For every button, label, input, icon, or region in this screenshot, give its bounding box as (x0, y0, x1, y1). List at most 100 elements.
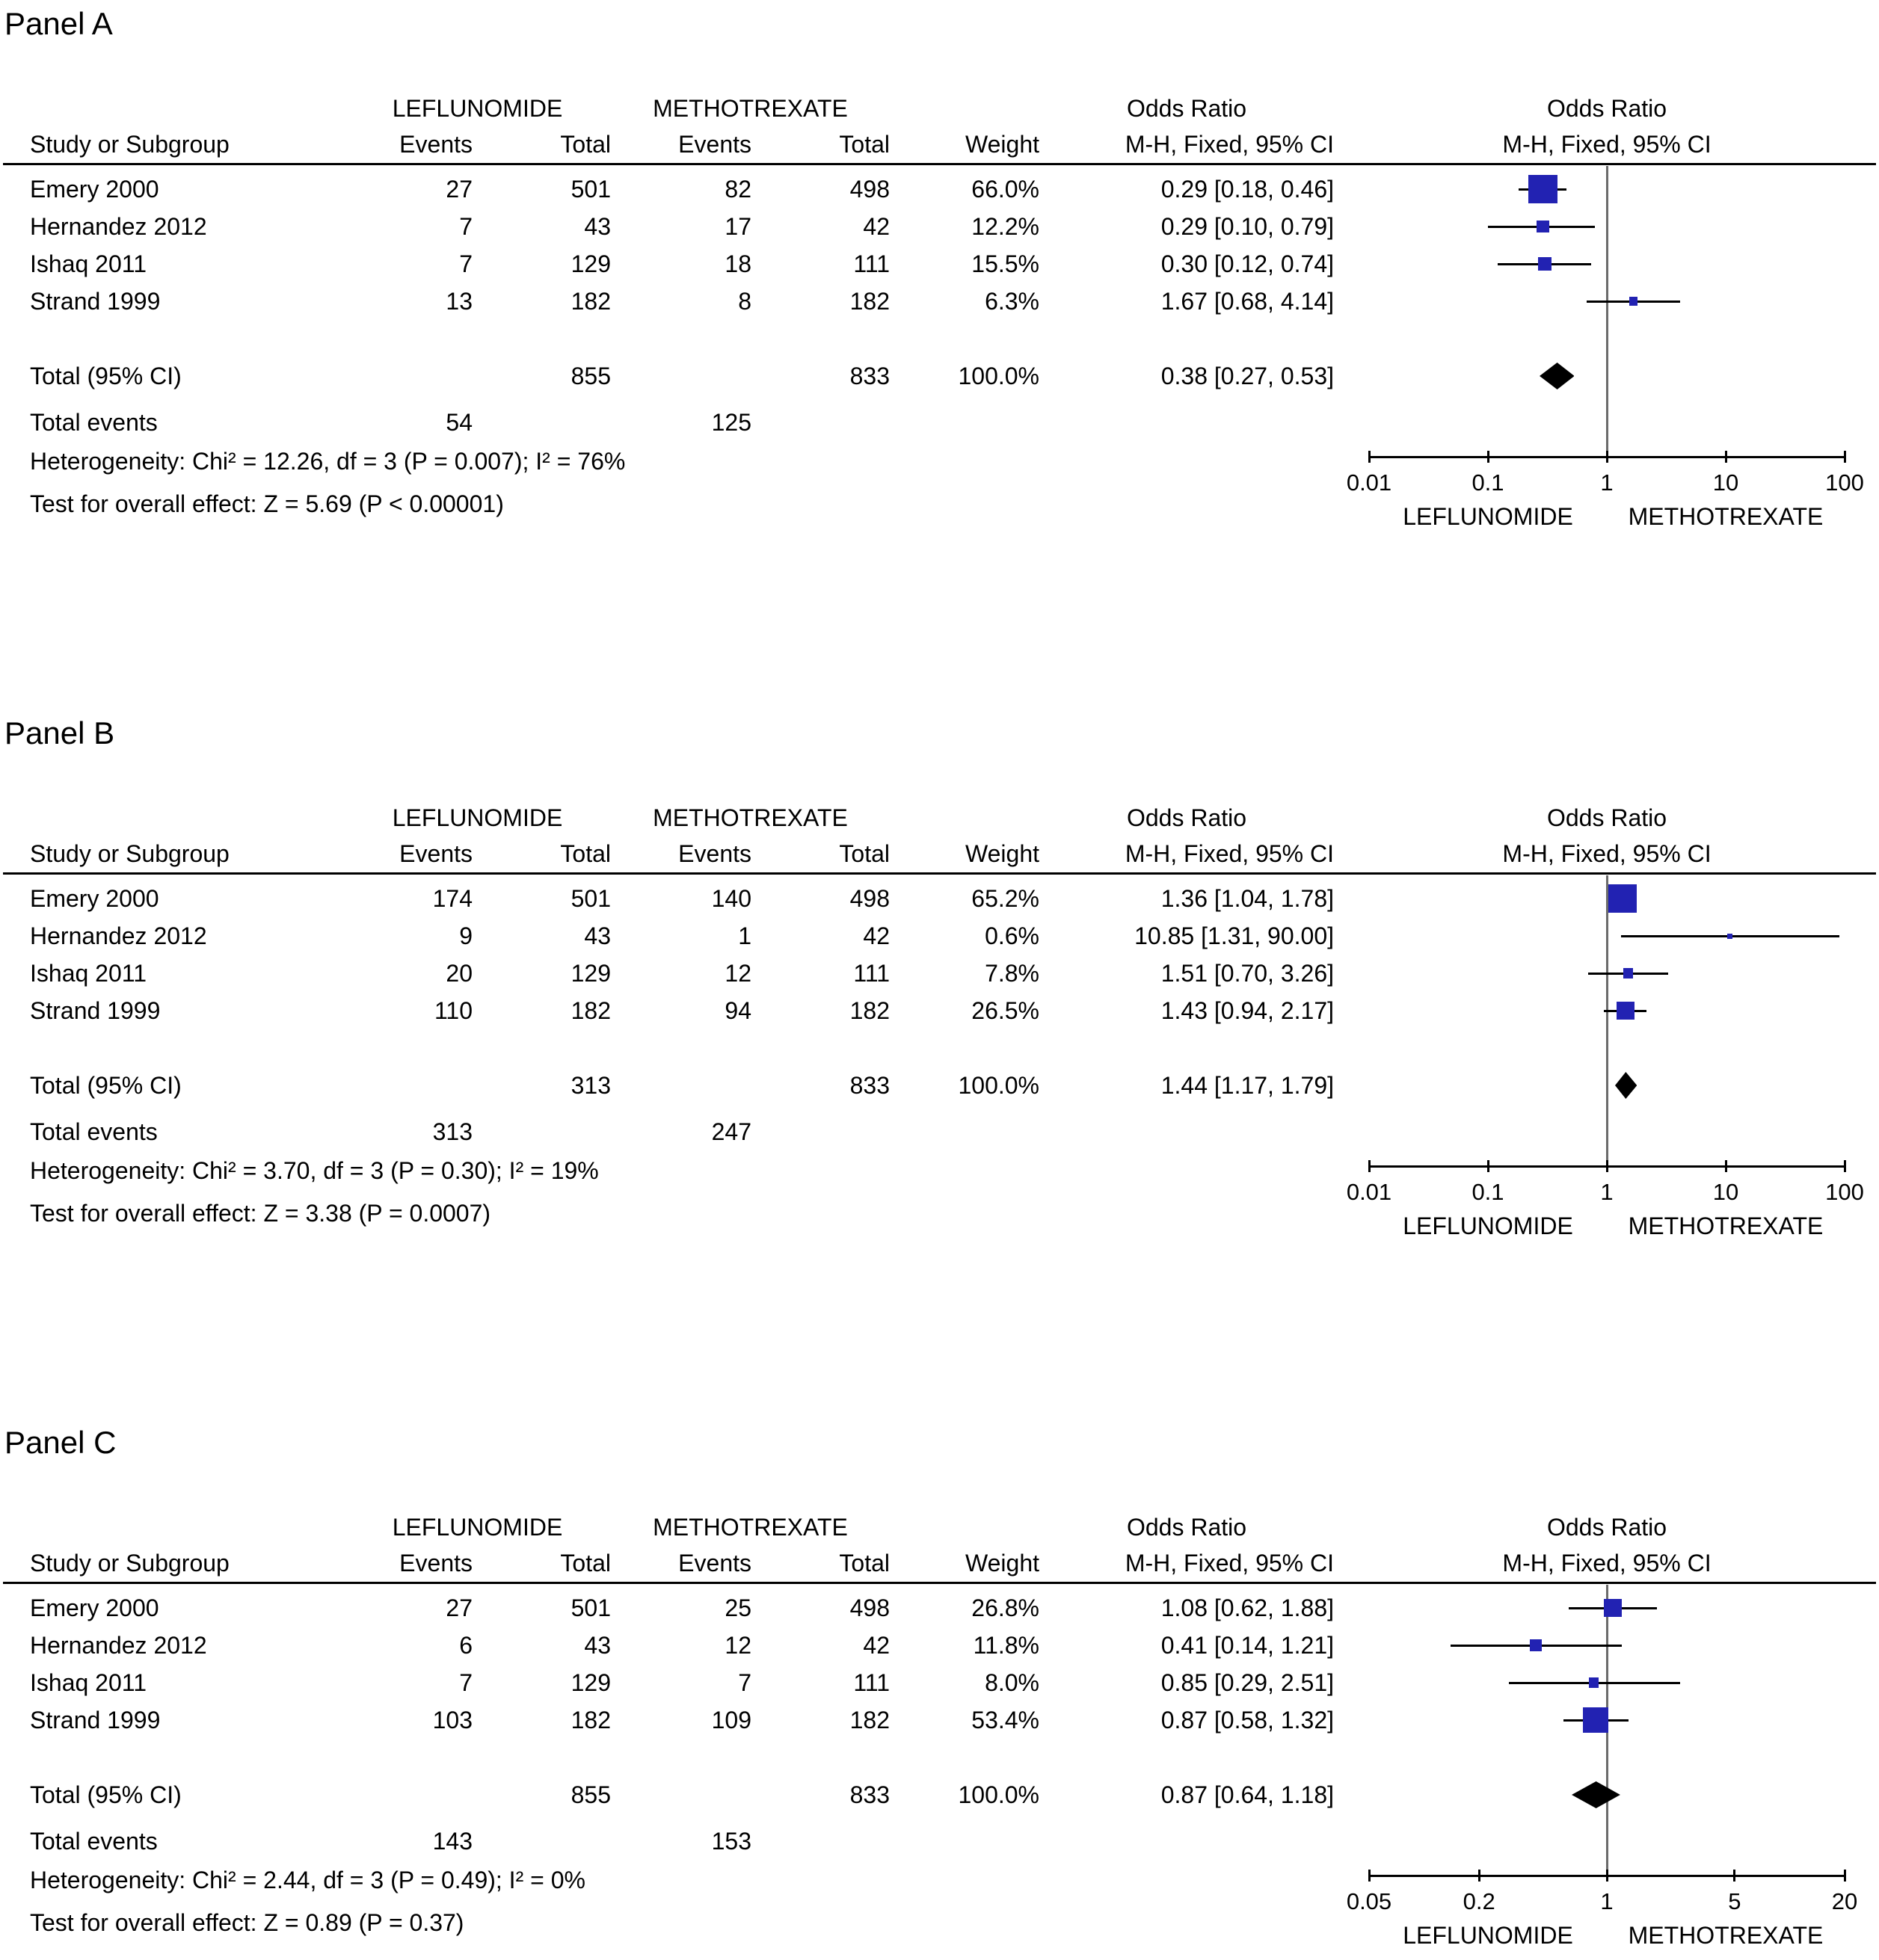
panel-a-forest-plot: LEFLUNOMIDE METHOTREXATE Odds Ratio Odds Ra… (0, 90, 1879, 538)
weight-cell: 66.0% (971, 176, 1039, 203)
study-plot-row (1369, 170, 1845, 208)
study-plot-row (1369, 208, 1845, 245)
total2-cell: 111 (853, 960, 890, 987)
study-name: Ishaq 2011 (30, 960, 147, 987)
study-name: Hernandez 2012 (30, 213, 207, 240)
study-name: Ishaq 2011 (30, 250, 147, 277)
events2-cell: 94 (725, 997, 751, 1024)
axis-tick-label: 1 (1600, 469, 1614, 496)
total1-cell: 43 (584, 1632, 611, 1659)
total1-column-header: Total (560, 1550, 611, 1577)
total-plot-row (1369, 1776, 1845, 1813)
or-marker (1629, 297, 1638, 306)
total1-column-header: Total (560, 840, 611, 867)
or-plot-title: Odds Ratio (1546, 804, 1667, 831)
study-plot-row (1369, 955, 1845, 992)
axis-tick-label: 0.1 (1471, 1179, 1504, 1205)
total1-cell: 182 (571, 288, 611, 315)
total-diamond (1571, 1781, 1620, 1808)
total2-cell: 498 (849, 176, 890, 203)
axis-tick (1486, 1160, 1489, 1172)
total-or-ci-cell: 1.44 [1.17, 1.79] (1160, 1072, 1334, 1099)
weight-cell: 53.4% (971, 1707, 1039, 1734)
or-plot-title: Odds Ratio (1546, 1514, 1667, 1541)
group2-header: METHOTREXATE (653, 804, 848, 831)
total2-column-header: Total (839, 131, 890, 158)
axis-tick (1605, 1870, 1608, 1882)
heterogeneity-note: Heterogeneity: Chi² = 2.44, df = 3 (P = … (30, 1867, 585, 1893)
favours-right-label: METHOTREXATE (1628, 1922, 1824, 1949)
study-column-header: Study or Subgroup (30, 131, 230, 158)
or-marker (1537, 220, 1549, 233)
study-name: Hernandez 2012 (30, 1632, 207, 1659)
or-ci-cell: 1.51 [0.70, 3.26] (1160, 960, 1334, 987)
total-weight-cell: 100.0% (958, 363, 1039, 389)
null-effect-line (1605, 875, 1608, 1165)
overall-effect-note: Test for overall effect: Z = 0.89 (P = 0… (30, 1909, 464, 1936)
method-plot-header: M-H, Fixed, 95% CI (1502, 131, 1712, 158)
header-rule (3, 1582, 1876, 1584)
or-ci-cell: 0.41 [0.14, 1.21] (1160, 1632, 1334, 1659)
total2-cell: 498 (849, 885, 890, 912)
axis-tick-label: 1 (1600, 1179, 1614, 1205)
events2-column-header: Events (678, 1550, 751, 1577)
panel-c-forest-plot: LEFLUNOMIDE METHOTREXATE Odds Ratio Odds Ra… (0, 1508, 1879, 1957)
study-column-header: Study or Subgroup (30, 840, 230, 867)
study-name: Strand 1999 (30, 1707, 161, 1734)
total1-cell: 182 (571, 997, 611, 1024)
events1-column-header: Events (399, 131, 473, 158)
total-events2-cell: 125 (711, 409, 751, 436)
or-marker (1583, 1707, 1609, 1734)
group2-header: METHOTREXATE (653, 95, 848, 122)
total-label: Total (95% CI) (30, 1781, 182, 1808)
favours-right-label: METHOTREXATE (1628, 1212, 1824, 1239)
axis-tick-label: 0.1 (1471, 469, 1504, 496)
events1-column-header: Events (399, 1550, 473, 1577)
or-ci-cell: 0.85 [0.29, 2.51] (1160, 1669, 1334, 1696)
study-name: Hernandez 2012 (30, 922, 207, 949)
total-or-ci-cell: 0.38 [0.27, 0.53] (1160, 363, 1334, 389)
total2-cell: 498 (849, 1594, 890, 1621)
total-weight-cell: 100.0% (958, 1781, 1039, 1808)
total-events1-cell: 313 (432, 1118, 473, 1145)
study-name: Strand 1999 (30, 288, 161, 315)
total-events2-cell: 247 (711, 1118, 751, 1145)
axis-tick-label: 100 (1825, 469, 1864, 496)
events2-cell: 7 (738, 1669, 751, 1696)
total-events2-cell: 153 (711, 1828, 751, 1855)
or-marker (1727, 933, 1733, 939)
study-plot-row (1369, 283, 1845, 320)
group1-header: LEFLUNOMIDE (392, 95, 563, 122)
events2-cell: 17 (725, 213, 751, 240)
header-rule (3, 163, 1876, 165)
events2-cell: 140 (711, 885, 751, 912)
events2-column-header: Events (678, 840, 751, 867)
axis-tick (1843, 1160, 1846, 1172)
total1-cell: 129 (571, 1669, 611, 1696)
events1-column-header: Events (399, 840, 473, 867)
or-column-title: Odds Ratio (1126, 1514, 1247, 1541)
weight-cell: 11.8% (973, 1632, 1039, 1659)
events1-cell: 27 (446, 1594, 473, 1621)
or-ci-cell: 1.67 [0.68, 4.14] (1160, 288, 1334, 315)
forest-plot-figure: Panel A LEFLUNOMIDE METHOTREXATE Odds Rati… (0, 6, 1879, 1957)
or-marker (1616, 1001, 1634, 1020)
study-column-header: Study or Subgroup (30, 1550, 230, 1577)
axis-tick (1843, 1870, 1846, 1882)
total1-cell: 43 (584, 213, 611, 240)
study-name: Emery 2000 (30, 885, 159, 912)
or-column-title: Odds Ratio (1126, 804, 1247, 831)
weight-cell: 15.5% (971, 250, 1039, 277)
axis-tick (1477, 1870, 1480, 1882)
or-marker (1589, 1677, 1599, 1688)
weight-column-header: Weight (965, 1550, 1039, 1577)
or-ci-cell: 1.43 [0.94, 2.17] (1160, 997, 1334, 1024)
total1-cell: 129 (571, 250, 611, 277)
panel-c-title: Panel C (4, 1425, 117, 1460)
study-plot-row (1369, 1589, 1845, 1627)
panel-b-title: Panel B (4, 715, 115, 751)
total-or-ci-cell: 0.87 [0.64, 1.18] (1160, 1781, 1334, 1808)
events1-cell: 13 (446, 288, 473, 315)
total2-cell: 42 (863, 1632, 890, 1659)
panel-a-title: Panel A (4, 6, 113, 41)
